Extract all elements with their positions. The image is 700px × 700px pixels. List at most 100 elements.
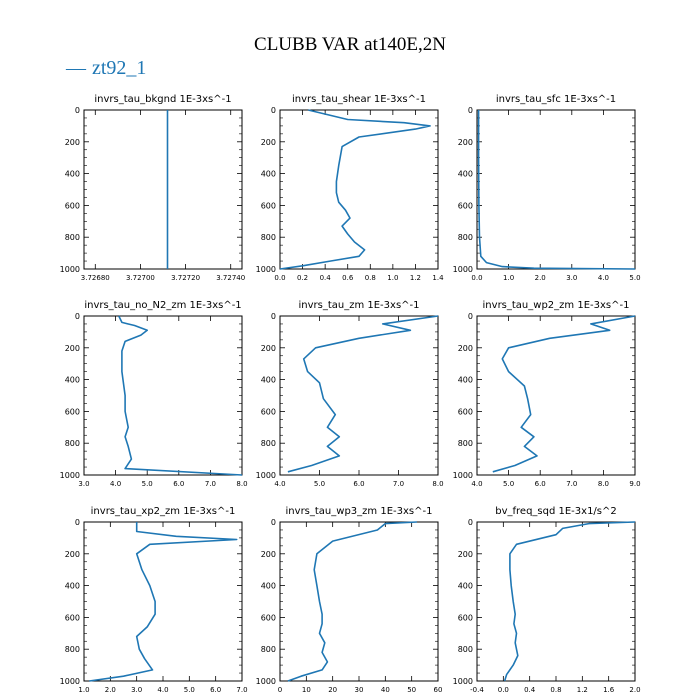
x-tick-label: 3.72740	[216, 274, 245, 282]
y-tick-label: 600	[261, 613, 276, 622]
y-tick-label: 400	[458, 170, 473, 179]
series-line	[89, 522, 238, 682]
series-line	[503, 521, 636, 682]
x-tick-label: 3.0	[566, 274, 577, 282]
y-tick-label: 800	[65, 645, 80, 654]
y-tick-label: 1000	[256, 677, 276, 686]
y-tick-label: 800	[458, 645, 473, 654]
y-tick-label: 0	[271, 518, 276, 527]
y-tick-label: 800	[261, 645, 276, 654]
x-tick-label: 0.4	[524, 686, 536, 694]
y-tick-label: 400	[458, 376, 473, 385]
x-tick-label: 9.0	[629, 480, 640, 488]
x-tick-label: 3.72680	[81, 274, 110, 282]
y-tick-label: 800	[261, 439, 276, 448]
x-tick-label: 1.0	[387, 274, 398, 282]
x-tick-label: 2.0	[629, 686, 640, 694]
x-tick-label: 20	[328, 686, 337, 694]
x-tick-label: 4.0	[274, 480, 285, 488]
x-tick-label: 1.4	[432, 274, 444, 282]
x-tick-label: 0.4	[320, 274, 332, 282]
x-tick-label: 3.0	[131, 686, 142, 694]
x-tick-label: 5.0	[503, 480, 514, 488]
y-tick-label: 400	[261, 376, 276, 385]
y-tick-label: 800	[458, 233, 473, 242]
y-tick-label: 1000	[60, 471, 80, 480]
x-tick-label: 4.0	[157, 686, 168, 694]
y-tick-label: 200	[65, 344, 80, 353]
panel-title: invrs_tau_xp2_zm 1E-3xs^-1	[91, 506, 236, 517]
series-line	[279, 109, 431, 270]
x-tick-label: 60	[434, 686, 443, 694]
panel-title: invrs_tau_no_N2_zm 1E-3xs^-1	[84, 300, 241, 311]
y-tick-label: 400	[65, 170, 80, 179]
plot-frame	[476, 521, 636, 682]
x-tick-label: 0.0	[274, 274, 285, 282]
y-tick-label: 600	[261, 201, 276, 210]
x-tick-label: 4.0	[598, 274, 609, 282]
x-tick-label: 8.0	[598, 480, 609, 488]
plot-frame	[83, 109, 243, 270]
legend-line-icon: —	[66, 57, 86, 79]
y-tick-label: 200	[261, 550, 276, 559]
x-tick-label: 40	[381, 686, 390, 694]
x-tick-label: 7.0	[236, 686, 247, 694]
y-tick-label: 0	[75, 518, 80, 527]
x-tick-label: 1.0	[78, 686, 89, 694]
x-tick-label: 0.8	[550, 686, 561, 694]
panel-title: invrs_tau_wp3_zm 1E-3xs^-1	[286, 506, 433, 517]
x-tick-label: 7.0	[566, 480, 577, 488]
y-tick-label: 800	[65, 439, 80, 448]
x-tick-label: 5.0	[629, 274, 640, 282]
y-tick-label: 0	[468, 106, 473, 115]
y-tick-label: 200	[458, 550, 473, 559]
y-tick-label: 1000	[60, 677, 80, 686]
x-tick-label: 6.0	[353, 480, 364, 488]
x-tick-label: 4.0	[110, 480, 121, 488]
y-tick-label: 1000	[60, 265, 80, 274]
y-tick-label: 200	[458, 138, 473, 147]
y-tick-label: 400	[65, 376, 80, 385]
y-tick-label: 400	[261, 170, 276, 179]
panel-title: invrs_tau_sfc 1E-3xs^-1	[496, 94, 616, 105]
x-tick-label: 5.0	[184, 686, 195, 694]
panel-title: bv_freq_sqd 1E-3x1/s^2	[495, 506, 617, 517]
y-tick-label: 200	[261, 344, 276, 353]
y-tick-label: 200	[458, 344, 473, 353]
x-tick-label: 2.0	[105, 686, 116, 694]
x-tick-label: 0.0	[498, 686, 509, 694]
y-tick-label: 0	[468, 518, 473, 527]
series-line	[492, 315, 636, 473]
plot-frame	[279, 521, 439, 682]
x-tick-label: 1.2	[410, 274, 421, 282]
y-tick-label: 600	[458, 201, 473, 210]
y-tick-label: 1000	[453, 265, 473, 274]
x-tick-label: 5.0	[142, 480, 153, 488]
y-tick-label: 800	[458, 439, 473, 448]
x-tick-label: 8.0	[432, 480, 443, 488]
x-tick-label: 6.0	[535, 480, 546, 488]
series-line	[477, 110, 636, 270]
x-tick-label: 3.0	[78, 480, 89, 488]
legend: — zt92_1	[66, 57, 146, 80]
y-tick-label: 1000	[453, 677, 473, 686]
plot-frame	[83, 315, 243, 476]
figure-title: CLUBB VAR at140E,2N	[254, 34, 446, 55]
panel-title: invrs_tau_bkgnd 1E-3xs^-1	[94, 94, 231, 105]
panel-title: invrs_tau_zm 1E-3xs^-1	[298, 300, 419, 311]
y-tick-label: 800	[261, 233, 276, 242]
x-tick-label: 3.72720	[171, 274, 200, 282]
x-tick-label: 0	[278, 686, 282, 694]
x-tick-label: 1.6	[603, 686, 615, 694]
x-tick-label: -0.4	[470, 686, 484, 694]
x-tick-label: 7.0	[205, 480, 216, 488]
x-tick-label: 2.0	[535, 274, 546, 282]
x-tick-label: 8.0	[236, 480, 247, 488]
y-tick-label: 400	[261, 582, 276, 591]
y-tick-label: 200	[261, 138, 276, 147]
y-tick-label: 600	[65, 613, 80, 622]
series-line	[287, 315, 439, 473]
x-tick-label: 0.8	[365, 274, 376, 282]
y-tick-label: 0	[271, 106, 276, 115]
